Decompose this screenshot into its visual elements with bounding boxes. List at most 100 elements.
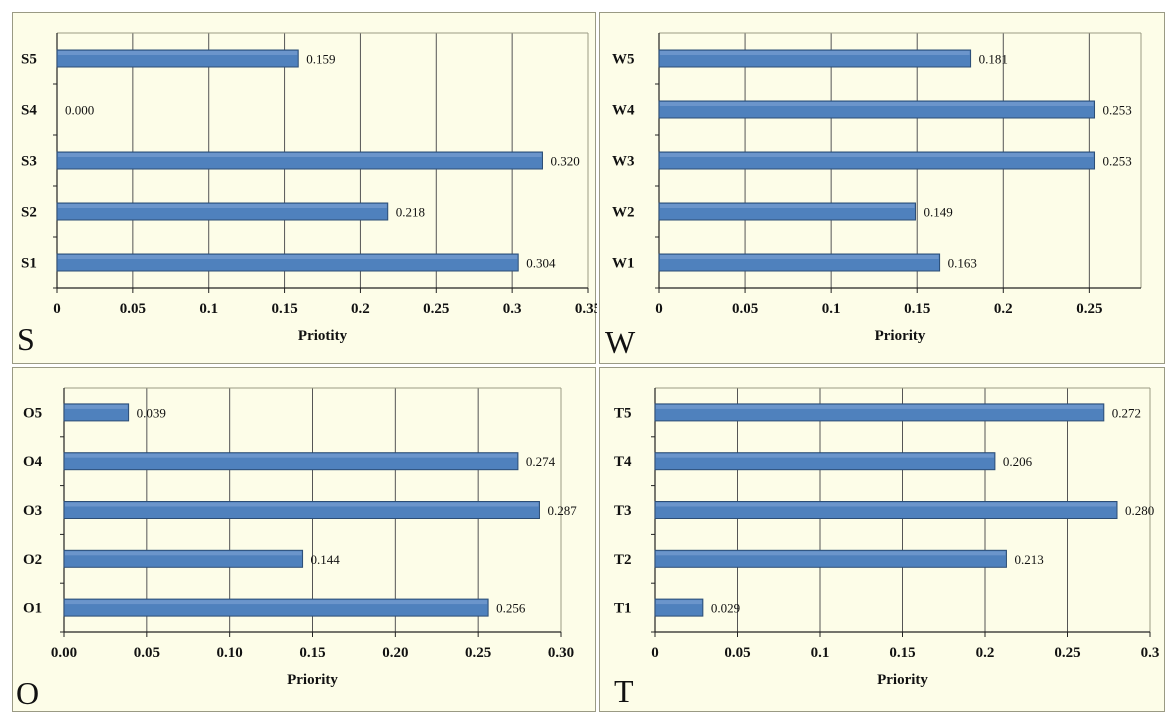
x-tick-label: 0.20: [382, 645, 408, 661]
x-tick-label: 0.15: [299, 645, 325, 661]
bar-highlight: [660, 255, 939, 259]
x-axis-title: Priority: [287, 672, 338, 688]
bar-highlight: [656, 453, 994, 458]
chart-panel-t: 0 0.05 0.1 0.15 0.2 0.25 0.3 T1 0.029 T2 0.213 T3 0.…: [599, 367, 1165, 712]
bar-highlight: [58, 204, 387, 208]
x-tick-label: 0.2: [976, 645, 995, 661]
value-label-w4: 0.253: [1103, 103, 1132, 118]
panel-letter: W: [605, 324, 636, 360]
value-label-s4: 0.000: [65, 103, 94, 118]
x-axis-title: Priority: [877, 672, 928, 688]
value-label-s1: 0.304: [526, 256, 556, 271]
bar-highlight: [58, 153, 542, 157]
bar-highlight: [660, 204, 915, 208]
category-label-t1: T1: [614, 601, 632, 617]
x-tick-label: 0: [651, 645, 659, 661]
value-label-w5: 0.181: [979, 52, 1008, 67]
value-label-o1: 0.256: [496, 601, 526, 616]
x-tick-label: 0: [655, 301, 663, 317]
chart-panel-o: 0.00 0.05 0.10 0.15 0.20 0.25 0.30 O1 0.256 O2 0.1…: [12, 367, 596, 712]
x-tick-label: 0.05: [732, 301, 758, 317]
x-axis-title: Priority: [875, 328, 926, 344]
category-label-t4: T4: [614, 454, 632, 470]
bar-highlight: [58, 51, 298, 55]
chart-w: 0 0.05 0.1 0.15 0.2 0.25 W1 0.163 W2 0.149 W3 0.253…: [605, 32, 1142, 360]
bar-highlight: [656, 502, 1116, 507]
category-label-s4: S4: [21, 103, 37, 119]
category-label-s2: S2: [21, 205, 37, 221]
bar-highlight: [656, 404, 1103, 409]
panel-letter: S: [17, 321, 35, 357]
x-tick-label: 0.15: [904, 301, 930, 317]
x-tick-label: 0.1: [199, 301, 218, 317]
value-label-w3: 0.253: [1103, 154, 1132, 169]
value-label-o2: 0.144: [311, 552, 341, 567]
x-tick-label: 0.10: [217, 645, 243, 661]
value-label-w1: 0.163: [948, 256, 977, 271]
value-label-w2: 0.149: [923, 205, 952, 220]
bar-highlight: [58, 255, 518, 259]
category-label-o2: O2: [23, 552, 42, 568]
category-label-t5: T5: [614, 405, 632, 421]
x-tick-label: 0.00: [51, 645, 77, 661]
chart-t: 0 0.05 0.1 0.15 0.2 0.25 0.3 T1 0.029 T2 0.213 T3 0.…: [614, 387, 1160, 709]
x-tick-label: 0.25: [1054, 645, 1080, 661]
category-label-t2: T2: [614, 552, 632, 568]
x-tick-label: 0.25: [1076, 301, 1102, 317]
category-label-w1: W1: [612, 256, 635, 272]
x-tick-label: 0.35: [575, 301, 597, 317]
panel-letter: O: [16, 675, 39, 711]
value-label-s2: 0.218: [396, 205, 425, 220]
chart-s: 0 0.05 0.1 0.15 0.2 0.25 0.3 0.35 S1 0.304 S2 0.218…: [17, 32, 597, 357]
x-tick-label: 0.2: [994, 301, 1013, 317]
bar-highlight: [660, 102, 1094, 106]
value-label-o4: 0.274: [526, 454, 556, 469]
category-label-t3: T3: [614, 503, 632, 519]
value-label-s5: 0.159: [306, 52, 335, 67]
bar-highlight: [656, 600, 702, 605]
x-tick-label: 0.15: [889, 645, 915, 661]
value-label-t1: 0.029: [711, 601, 740, 616]
category-label-o3: O3: [23, 503, 42, 519]
x-tick-label: 0.1: [822, 301, 841, 317]
value-label-t2: 0.213: [1014, 552, 1043, 567]
x-tick-label: 0.2: [351, 301, 370, 317]
bar-highlight: [65, 502, 539, 507]
category-label-o1: O1: [23, 601, 42, 617]
x-tick-label: 0.25: [423, 301, 449, 317]
bar-highlight: [660, 51, 970, 55]
bar-highlight: [65, 600, 488, 605]
x-tick-label: 0.05: [134, 645, 160, 661]
category-label-s3: S3: [21, 154, 37, 170]
x-tick-label: 0.3: [1141, 645, 1160, 661]
value-label-o3: 0.287: [547, 503, 577, 518]
value-label-o5: 0.039: [137, 405, 166, 420]
x-tick-label: 0.30: [548, 645, 574, 661]
value-label-s3: 0.320: [550, 154, 579, 169]
chart-panel-s: 0 0.05 0.1 0.15 0.2 0.25 0.3 0.35 S1 0.304 S2 0.218…: [12, 12, 597, 364]
chart-o: 0.00 0.05 0.10 0.15 0.20 0.25 0.30 O1 0.256 O2 0.1…: [16, 387, 577, 711]
x-tick-label: 0.05: [120, 301, 146, 317]
panel-letter: T: [614, 673, 634, 709]
category-label-o4: O4: [23, 454, 43, 470]
value-label-t4: 0.206: [1003, 454, 1033, 469]
value-label-t5: 0.272: [1112, 405, 1141, 420]
x-tick-label: 0.05: [724, 645, 750, 661]
category-label-w2: W2: [612, 205, 635, 221]
x-tick-label: 0.25: [465, 645, 491, 661]
x-axis-title: Priotity: [298, 328, 348, 344]
value-label-t3: 0.280: [1125, 503, 1154, 518]
bar-highlight: [656, 551, 1006, 556]
category-label-s1: S1: [21, 256, 37, 272]
chart-panel-w: 0 0.05 0.1 0.15 0.2 0.25 W1 0.163 W2 0.149 W3 0.253…: [599, 12, 1165, 364]
x-tick-label: 0.3: [503, 301, 522, 317]
bar-highlight: [65, 404, 128, 409]
x-tick-label: 0.1: [811, 645, 830, 661]
category-label-w4: W4: [612, 103, 635, 119]
category-label-o5: O5: [23, 405, 42, 421]
x-tick-label: 0.15: [271, 301, 297, 317]
category-label-w3: W3: [612, 154, 635, 170]
category-label-s5: S5: [21, 52, 37, 68]
bar-highlight: [65, 551, 302, 556]
category-label-w5: W5: [612, 52, 635, 68]
